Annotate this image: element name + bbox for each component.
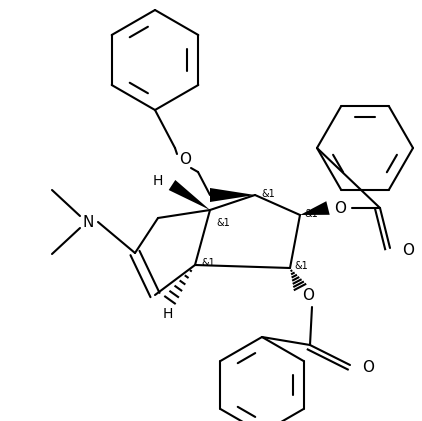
Text: O: O [302, 288, 314, 303]
Text: &1: &1 [216, 218, 230, 228]
Text: O: O [334, 200, 346, 216]
Text: &1: &1 [261, 189, 275, 199]
Text: O: O [179, 152, 191, 168]
Text: O: O [362, 360, 374, 375]
Polygon shape [210, 188, 255, 202]
Text: N: N [82, 215, 94, 229]
Polygon shape [169, 180, 210, 210]
Polygon shape [300, 201, 330, 215]
Text: H: H [163, 307, 173, 321]
Text: &1: &1 [304, 209, 318, 219]
Text: O: O [402, 242, 414, 258]
Text: &1: &1 [294, 261, 308, 271]
Text: &1: &1 [201, 258, 215, 268]
Text: H: H [153, 174, 163, 188]
